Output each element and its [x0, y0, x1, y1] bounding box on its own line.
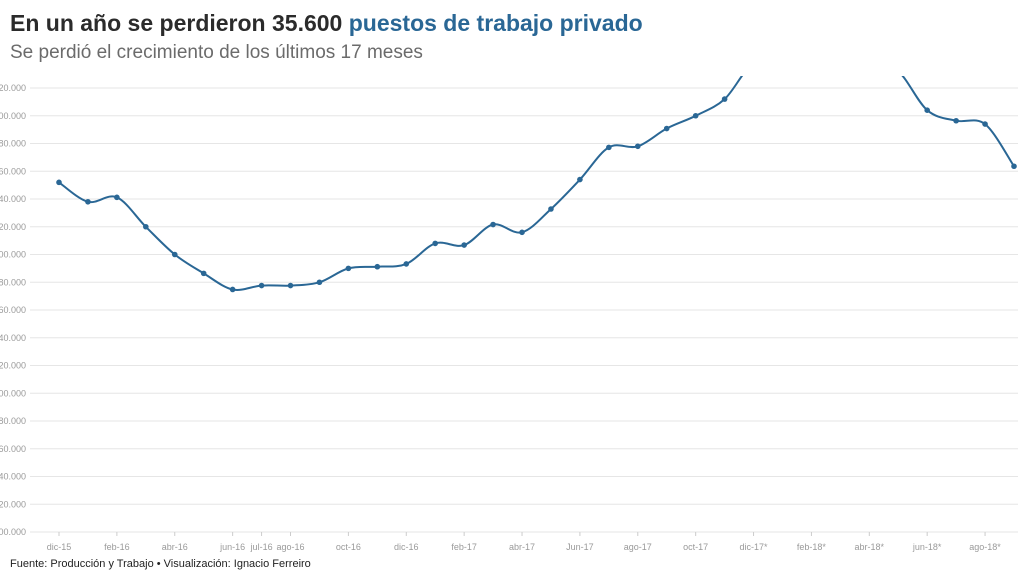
data-point [200, 270, 207, 277]
y-tick-label: .20.000 [0, 499, 26, 509]
data-point [606, 144, 612, 151]
x-tick-label: dic-16 [394, 542, 419, 552]
x-tick-label: abr-18* [855, 542, 885, 552]
data-points [56, 96, 1017, 293]
y-tick-label: .00.000 [0, 527, 26, 537]
data-point [519, 229, 525, 236]
data-point [258, 282, 265, 289]
y-tick-label: .80.000 [0, 416, 26, 426]
data-point [634, 143, 641, 150]
x-tick-label: Jun-17 [566, 542, 594, 552]
series-line [58, 76, 1015, 291]
data-point [721, 96, 728, 102]
y-tick-label: .40.000 [0, 472, 26, 482]
x-tick-label: ago-16 [276, 542, 304, 552]
y-tick-label: .00.000 [0, 111, 26, 121]
y-tick-label: .00.000 [0, 388, 26, 398]
x-tick-label: ago-18* [969, 542, 1001, 552]
data-point [953, 117, 959, 124]
data-point [924, 107, 930, 113]
data-point [982, 121, 988, 127]
y-tick-label: .60.000 [0, 305, 26, 315]
data-point [461, 242, 467, 248]
x-tick-label: jul-16 [250, 542, 273, 552]
x-tick-label: jun-16 [219, 542, 245, 552]
x-tick-label: ago-17 [624, 542, 652, 552]
data-point [403, 261, 410, 267]
data-point [490, 221, 496, 228]
y-axis-ticks: .00.000 .20.000 .40.000 .60.000 .80.000 .00.0… [0, 83, 26, 537]
data-point [548, 206, 554, 212]
source-footer: Fuente: Producción y Trabajo • Visualiza… [10, 558, 311, 570]
chart-title: En un año se perdieron 35.600 puestos de… [10, 10, 643, 37]
grid-lines [30, 87, 1018, 533]
x-tick-label: feb-16 [104, 542, 130, 552]
data-point [316, 279, 323, 286]
data-point [663, 125, 670, 132]
y-tick-label: .80.000 [0, 277, 26, 287]
y-tick-label: .20.000 [0, 83, 26, 93]
line-chart: .00.000 .20.000 .40.000 .60.000 .80.000 .00.0… [0, 76, 1018, 552]
data-point [85, 198, 91, 205]
x-tick-label: oct-16 [336, 542, 361, 552]
data-point [229, 286, 236, 293]
y-tick-label: .60.000 [0, 444, 26, 454]
data-point [692, 112, 699, 119]
y-tick-label: .20.000 [0, 222, 26, 232]
y-tick-label: .40.000 [0, 194, 26, 204]
x-axis-ticks: dic-15 feb-16 abr-16 jun-16 jul-16 ago-16 oct-… [47, 532, 1001, 552]
y-tick-label: .80.000 [0, 139, 26, 149]
data-point [143, 223, 149, 230]
x-tick-label: feb-17 [451, 542, 477, 552]
data-point [432, 240, 439, 247]
data-point [287, 282, 294, 289]
x-tick-label: feb-18* [797, 542, 827, 552]
chart-subtitle: Se perdió el crecimiento de los últimos … [10, 42, 423, 63]
y-tick-label: .20.000 [0, 361, 26, 371]
data-point [374, 263, 381, 270]
data-point [114, 194, 120, 201]
x-tick-label: jun-18* [912, 542, 942, 552]
data-point [1011, 163, 1017, 170]
x-tick-label: dic-15 [47, 542, 72, 552]
x-tick-label: abr-16 [162, 542, 188, 552]
y-tick-label: .40.000 [0, 333, 26, 343]
y-tick-label: .60.000 [0, 166, 26, 176]
data-point [56, 179, 62, 186]
data-point [171, 251, 178, 258]
y-tick-label: .00.000 [0, 250, 26, 260]
x-tick-label: oct-17 [683, 542, 708, 552]
x-tick-label: abr-17 [509, 542, 535, 552]
chart-title-highlight: puestos de trabajo privado [348, 10, 643, 36]
data-point [577, 176, 583, 183]
x-tick-label: dic-17* [740, 542, 769, 552]
data-point [345, 265, 352, 272]
chart-title-main: En un año se perdieron 35.600 [10, 10, 349, 36]
